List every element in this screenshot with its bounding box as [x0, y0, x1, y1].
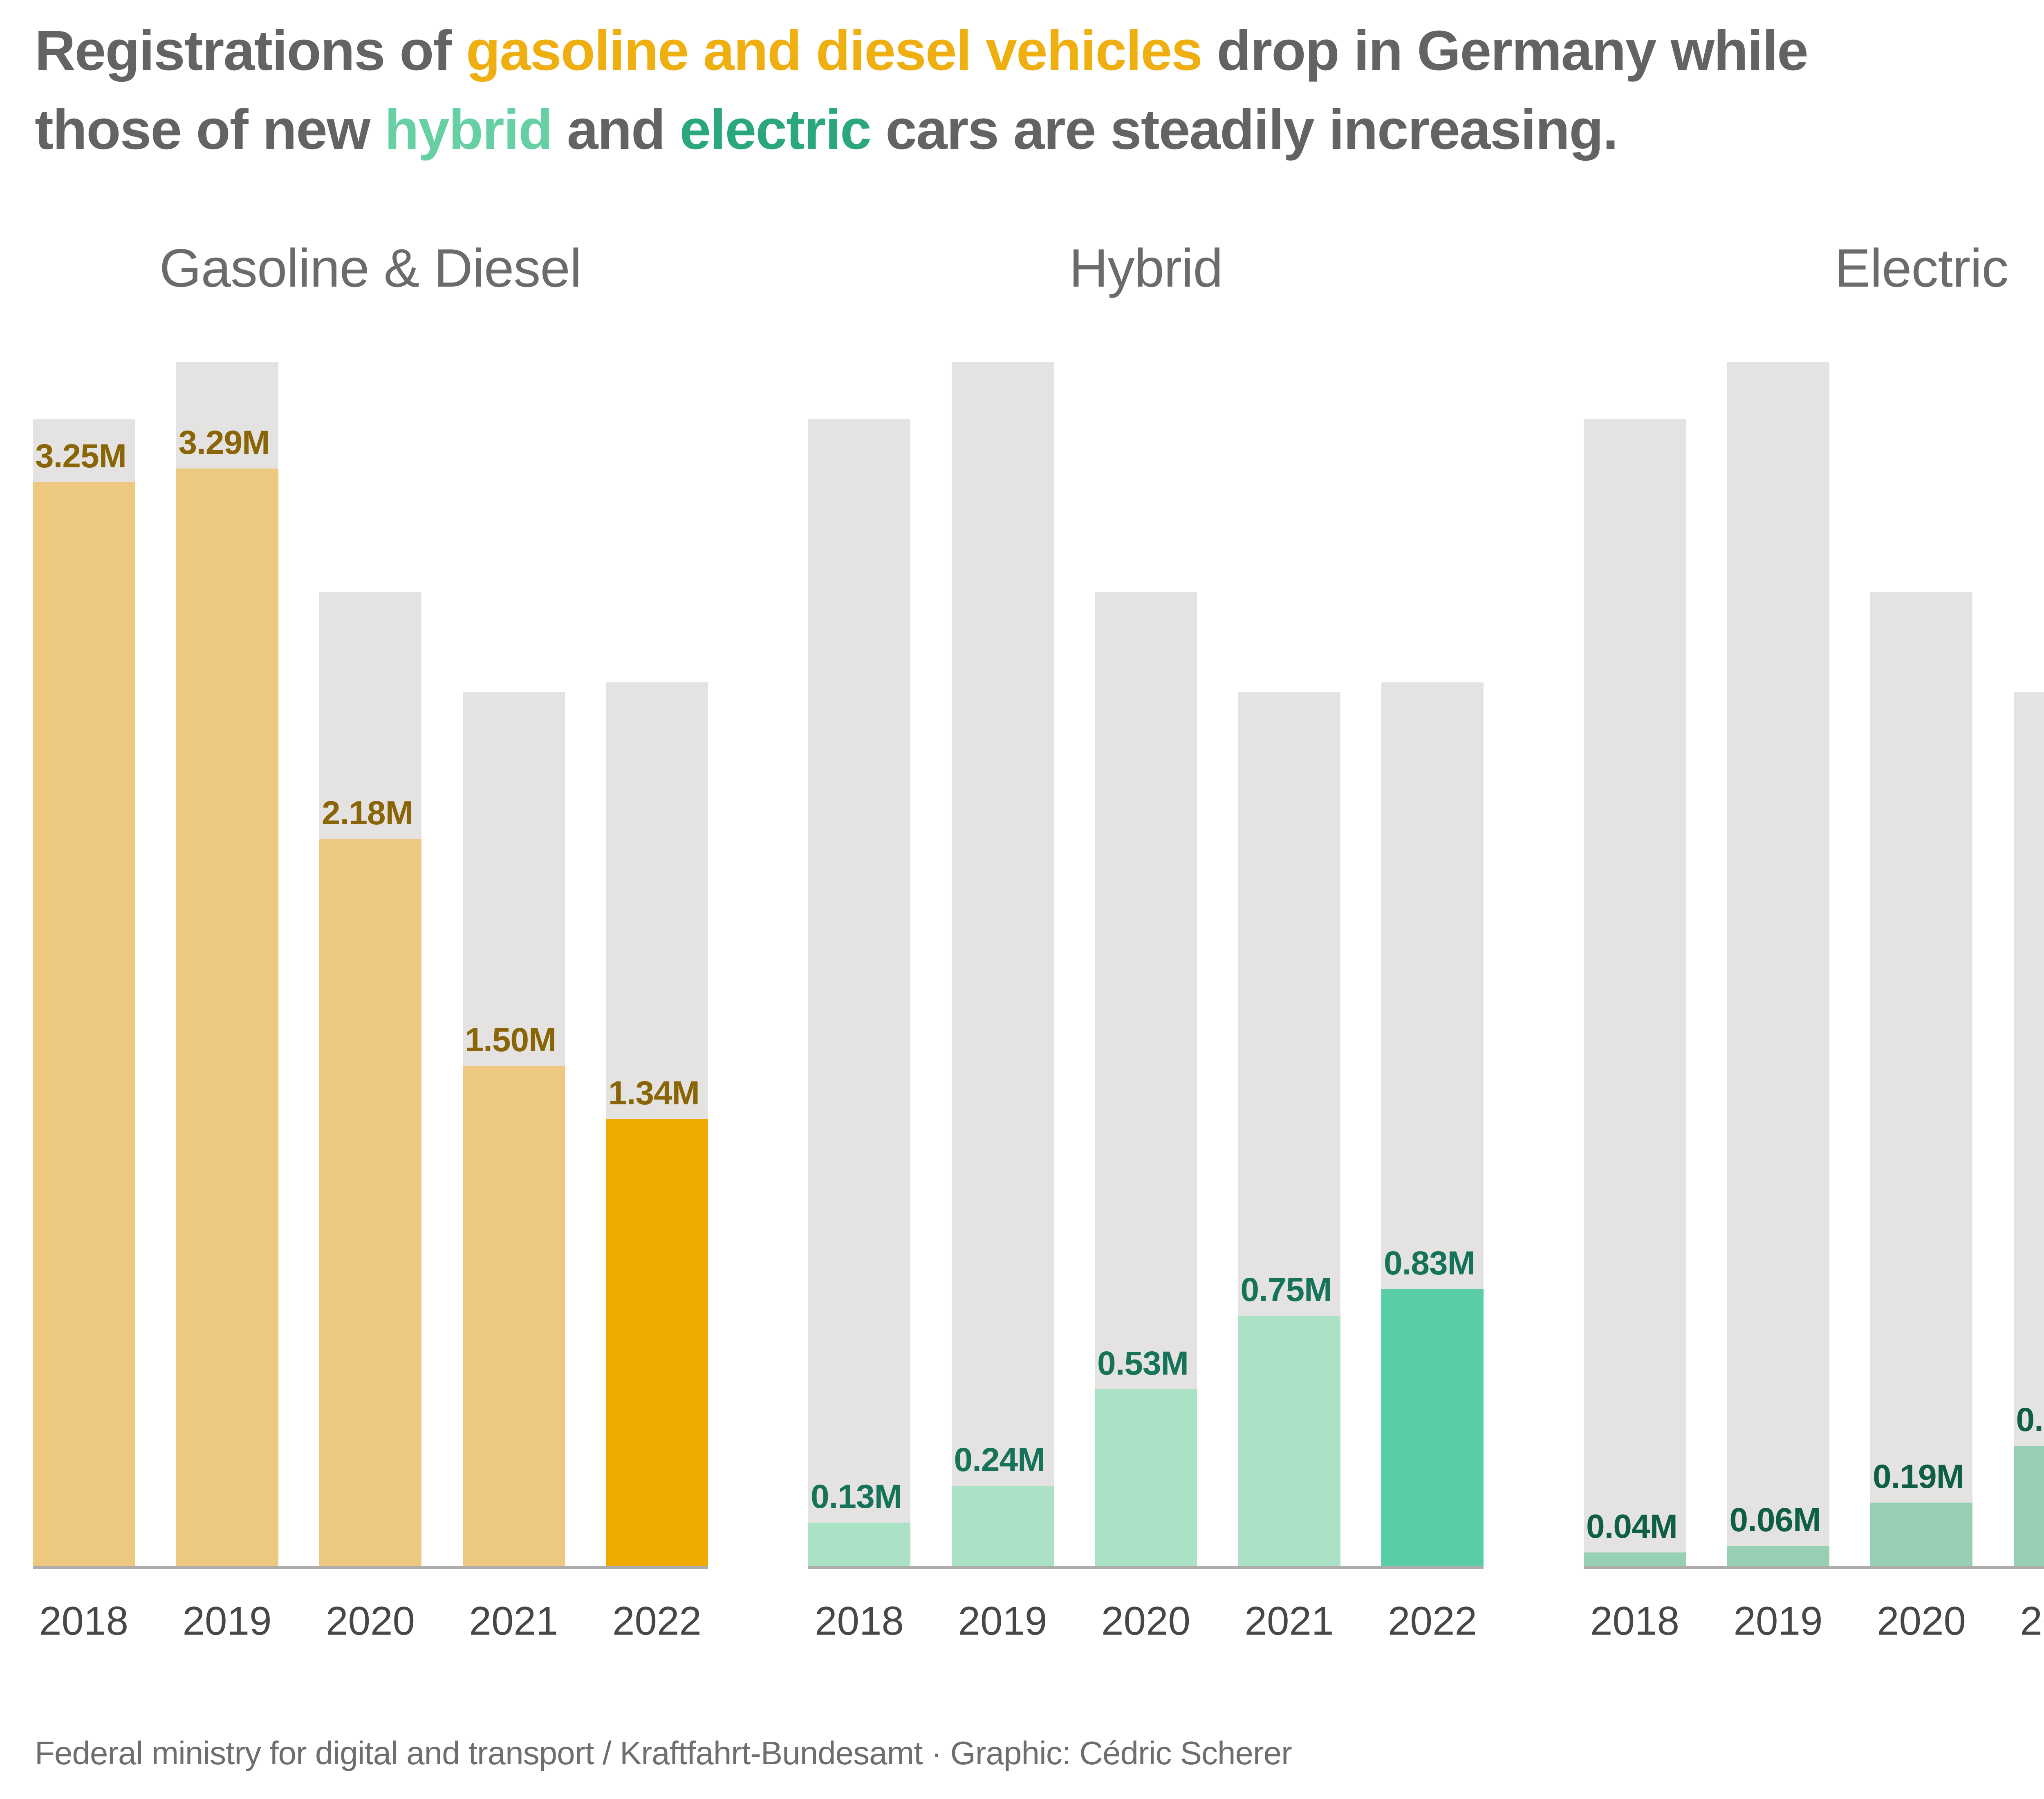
source-caption: Federal ministry for digital and transpo…	[35, 1735, 1292, 1771]
value-label: 1.34M	[608, 1074, 700, 1112]
value-label: 0.06M	[1729, 1501, 1821, 1539]
fuel-type-bar	[1870, 1503, 1972, 1566]
title-text: Registrations of	[35, 19, 466, 82]
panel-title: Electric	[1834, 238, 2009, 298]
fuel-type-bar	[1727, 1546, 1829, 1566]
x-axis-label: 2018	[814, 1598, 904, 1643]
fuel-type-bar	[606, 1119, 708, 1566]
x-axis-label: 2020	[1876, 1598, 1966, 1643]
x-axis-label: 2020	[1101, 1598, 1191, 1643]
value-label: 0.75M	[1240, 1271, 1332, 1308]
bar-group-2018: 3.25M 2018	[33, 245, 135, 1643]
bar-group-2019: 0.24M 2019	[951, 245, 1054, 1643]
value-label: 0.24M	[954, 1441, 1046, 1478]
value-label: 0.83M	[1384, 1245, 1475, 1282]
x-axis-label: 2019	[182, 1598, 272, 1643]
title-text: and	[552, 98, 680, 162]
total-registrations-bar	[2013, 692, 2044, 1566]
bar-group-2022: 0.83M 2022	[1381, 245, 1484, 1643]
fuel-type-bar	[951, 1486, 1054, 1566]
x-axis-label: 2021	[469, 1598, 558, 1643]
fuel-type-bar	[1238, 1316, 1340, 1566]
total-registrations-bar	[1584, 419, 1686, 1566]
title-highlight-electric: electric	[679, 98, 871, 162]
bars-container: 3.25M 2018 3.29M 2019 2.18M 2020 1.50M 2021 1.34…	[33, 245, 708, 1643]
bar-group-2018: 0.04M 2018	[1584, 245, 1686, 1643]
panel-title: Hybrid	[1069, 238, 1223, 298]
x-axis-label: 2018	[1590, 1598, 1680, 1643]
total-registrations-bar	[1870, 592, 1972, 1566]
value-label: 2.18M	[322, 794, 413, 832]
fuel-type-bar	[1381, 1289, 1484, 1566]
x-axis-line	[808, 1566, 1484, 1569]
fuel-type-bar	[176, 469, 278, 1566]
fuel-type-bar	[319, 839, 421, 1566]
value-label: 0.04M	[1586, 1508, 1678, 1545]
x-axis-line	[1584, 1566, 2044, 1569]
bar-group-2019: 3.29M 2019	[176, 245, 278, 1643]
x-axis-label: 2020	[325, 1598, 415, 1643]
bar-group-2021: 0.75M 2021	[1238, 245, 1340, 1643]
fuel-type-bar	[808, 1523, 910, 1566]
fuel-type-bar	[1095, 1389, 1197, 1566]
bars-container: 0.04M20180.06M20190.19M20200.36M20210.47…	[1584, 245, 2044, 1643]
panel-electric: Electric 0.04M 2018 0.06M 2019 0.19M 2020 0.36…	[1584, 238, 2044, 1643]
x-axis-label: 2022	[612, 1598, 702, 1643]
title-text: those of new	[35, 98, 385, 162]
x-axis-label: 2019	[1733, 1598, 1823, 1643]
value-label: 3.29M	[178, 424, 270, 461]
total-registrations-bar	[1727, 362, 1829, 1566]
value-label: 0.53M	[1097, 1345, 1189, 1382]
bar-group-2018: 0.13M 2018	[808, 245, 910, 1643]
total-registrations-bar	[808, 419, 910, 1566]
fuel-type-bar	[2013, 1446, 2044, 1566]
x-axis-label: 2018	[39, 1598, 129, 1643]
panel-title: Gasoline & Diesel	[159, 238, 582, 298]
title-text: drop in Germany while	[1201, 19, 1809, 82]
bar-group-2020: 0.19M 2020	[1870, 245, 1972, 1643]
fuel-type-bar	[462, 1066, 565, 1566]
bar-group-2020: 0.53M 2020	[1095, 245, 1197, 1643]
x-axis-label: 2019	[958, 1598, 1047, 1643]
value-label: 1.50M	[465, 1021, 557, 1059]
value-label: 0.13M	[811, 1478, 902, 1515]
x-axis-label: 2021	[1244, 1598, 1334, 1643]
bar-group-2021: 0.36M 2021	[2013, 245, 2044, 1643]
value-label: 3.25M	[35, 437, 127, 475]
title-highlight-gasoline-diesel: gasoline and diesel vehicles	[466, 19, 1203, 82]
panel-gasoline-diesel: Gasoline & Diesel 3.25M 2018 3.29M 2019 2.18…	[33, 238, 708, 1643]
title-line-1: Registrations of gasoline and diesel veh…	[35, 11, 2044, 90]
fuel-type-bar	[33, 482, 135, 1566]
title-line-2: those of new hybrid and electric cars ar…	[35, 90, 2044, 169]
x-axis-line	[33, 1566, 708, 1569]
chart-title: Registrations of gasoline and diesel veh…	[35, 11, 2044, 169]
bar-group-2021: 1.50M 2021	[462, 245, 565, 1643]
total-registrations-bar	[951, 362, 1054, 1566]
bars-container: 0.13M 2018 0.24M 2019 0.53M 2020 0.75M 2021 0.83…	[808, 245, 1484, 1643]
x-axis-label: 2021	[2020, 1598, 2044, 1643]
x-axis-label: 2022	[1387, 1598, 1477, 1643]
value-label: 0.19M	[1873, 1458, 1964, 1495]
bar-group-2019: 0.06M 2019	[1727, 245, 1829, 1643]
panel-hybrid: Hybrid 0.13M 2018 0.24M 2019 0.53M 2020 0.75M 2…	[808, 238, 1484, 1643]
title-text: cars are steadily increasing.	[870, 98, 1618, 162]
value-label: 0.36M	[2016, 1401, 2044, 1438]
fuel-type-bar	[1584, 1552, 1686, 1566]
bar-group-2020: 2.18M 2020	[319, 245, 421, 1643]
title-highlight-hybrid: hybrid	[384, 98, 553, 162]
bar-group-2022: 1.34M 2022	[606, 245, 708, 1643]
